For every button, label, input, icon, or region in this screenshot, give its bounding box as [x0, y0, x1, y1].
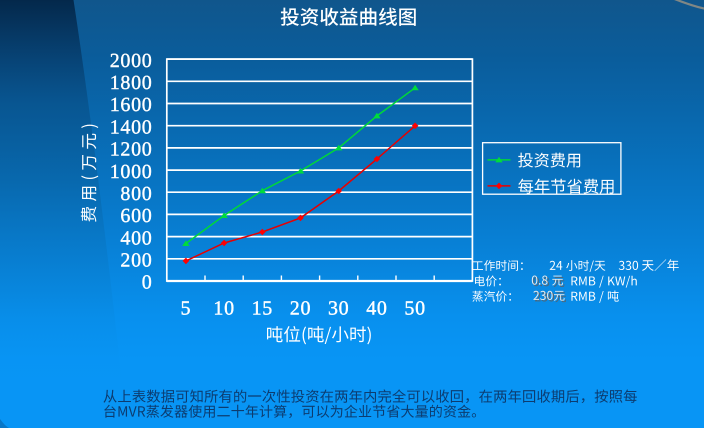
svg-text:2000: 2000 [110, 50, 153, 72]
svg-text:5: 5 [181, 298, 192, 320]
svg-text:1000: 1000 [110, 161, 153, 183]
svg-text:40: 40 [366, 298, 387, 320]
svg-text:30: 30 [328, 298, 349, 320]
svg-text:50: 50 [404, 298, 425, 320]
svg-text:0: 0 [142, 272, 153, 294]
svg-text:1600: 1600 [110, 94, 153, 116]
svg-text:15: 15 [252, 298, 273, 320]
svg-text:800: 800 [120, 183, 152, 205]
svg-text:20: 20 [290, 298, 311, 320]
svg-text:400: 400 [120, 227, 152, 249]
svg-text:1400: 1400 [110, 116, 153, 138]
svg-text:200: 200 [120, 250, 152, 272]
svg-text:600: 600 [120, 205, 152, 227]
svg-text:1200: 1200 [110, 139, 153, 161]
svg-text:10: 10 [213, 298, 234, 320]
svg-text:1800: 1800 [110, 72, 153, 94]
